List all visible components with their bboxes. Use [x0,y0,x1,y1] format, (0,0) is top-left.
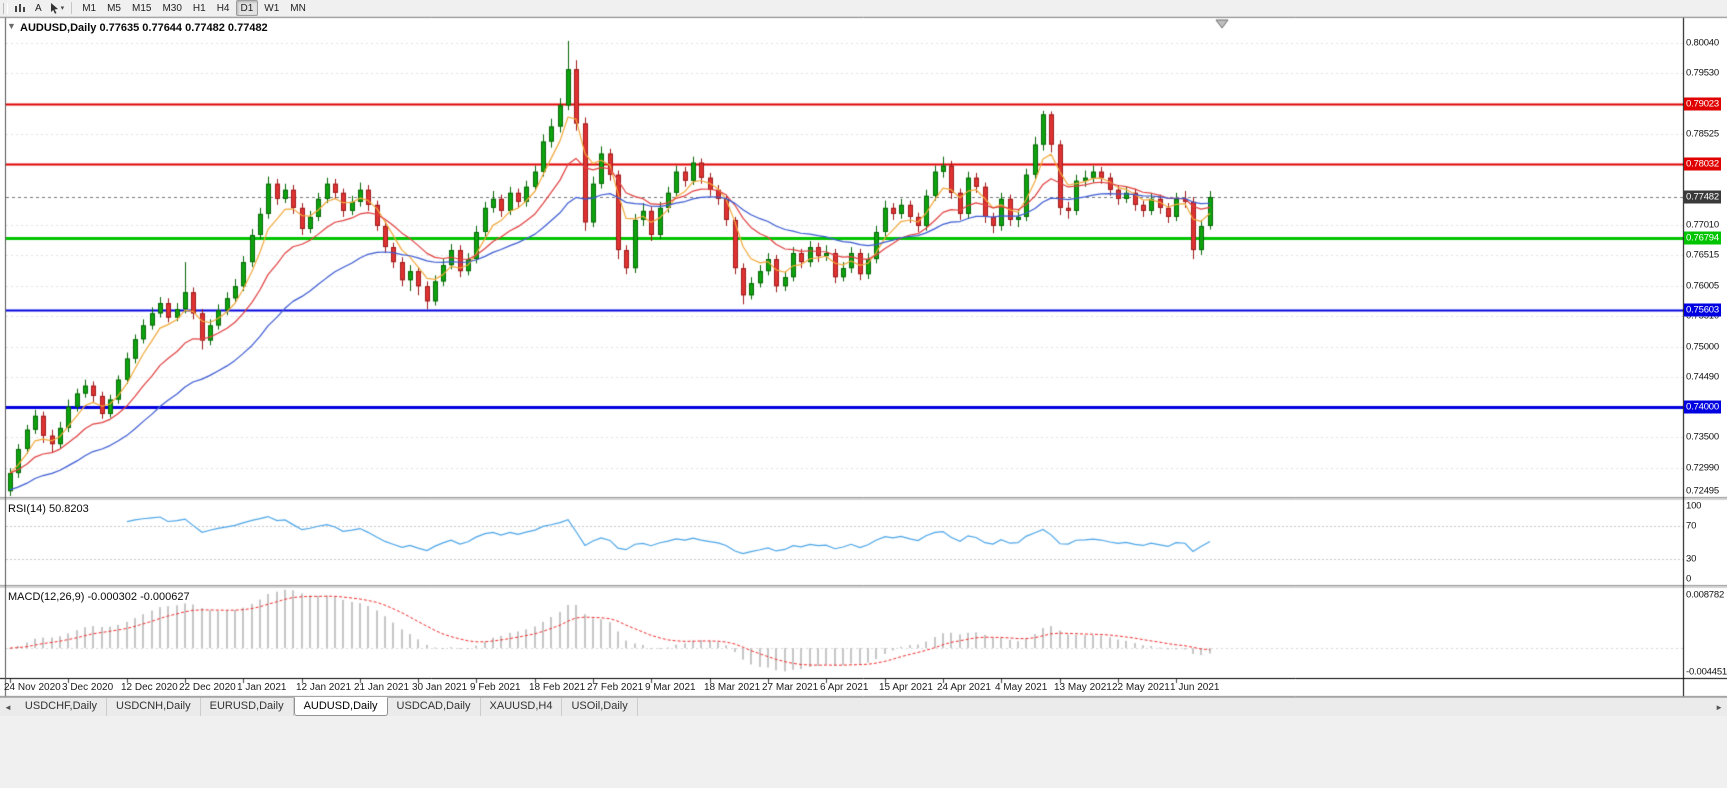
timeframe-button-m5[interactable]: M5 [107,2,121,14]
toolbar-grip[interactable] [3,2,8,14]
toolbar: A ▾ M1 M5 M15 M30 H1 H4 D1 W1 MN [0,0,1727,17]
chart-tab-usdcnh[interactable]: USDCNH,Daily [107,698,201,716]
timeframe-button-mn[interactable]: MN [290,2,306,14]
timeframe-button-h4[interactable]: H4 [216,2,230,14]
tabbar-spacer [638,698,1711,716]
tab-scroll-right-button[interactable]: ► [1715,702,1723,712]
timeframe-button-w1[interactable]: W1 [264,2,280,14]
timeframe-button-d1[interactable]: D1 [235,0,259,16]
chart-type-icon[interactable] [12,1,29,15]
pane-separator-rsi[interactable] [0,496,1727,500]
macd-indicator-label: MACD(12,26,9) -0.000302 -0.000627 [8,591,190,603]
one-click-trading-toggle[interactable]: ▼ [7,21,16,31]
tab-scroll-left-button[interactable]: ◄ [4,702,12,712]
chart-ohlc-header: AUDUSD,Daily 0.77635 0.77644 0.77482 0.7… [20,22,268,34]
arrows-tool-caret: ▾ [60,5,65,12]
chart-tab-audusd[interactable]: AUDUSD,Daily [293,697,388,716]
toolbar-separator [71,2,73,14]
pane-separator-macd[interactable] [0,584,1727,588]
rsi-indicator-label: RSI(14) 50.8203 [8,503,89,515]
chart-tab-usoil[interactable]: USOil,Daily [562,698,638,716]
chart-tab-eurusd[interactable]: EURUSD,Daily [201,698,294,716]
timeframe-button-m1[interactable]: M1 [82,2,97,14]
timeframe-button-m30[interactable]: M30 [162,2,182,14]
chart-tabs-bar: ◄ USDCHF,Daily USDCNH,Daily EURUSD,Daily AUD… [0,697,1727,716]
text-tool-button[interactable]: A [35,2,42,14]
chart-tab-xauusd[interactable]: XAUUSD,H4 [481,698,563,716]
arrows-tool-icon[interactable]: ▾ [48,1,67,15]
timeframe-button-h1[interactable]: H1 [192,2,206,14]
chart-tab-usdcad[interactable]: USDCAD,Daily [388,698,481,716]
timeframe-button-m15[interactable]: M15 [132,2,152,14]
chart-tab-usdchf[interactable]: USDCHF,Daily [16,698,108,716]
timeframe-button-group: M1 M5 M15 M30 H1 H4 D1 W1 MN [77,0,311,16]
